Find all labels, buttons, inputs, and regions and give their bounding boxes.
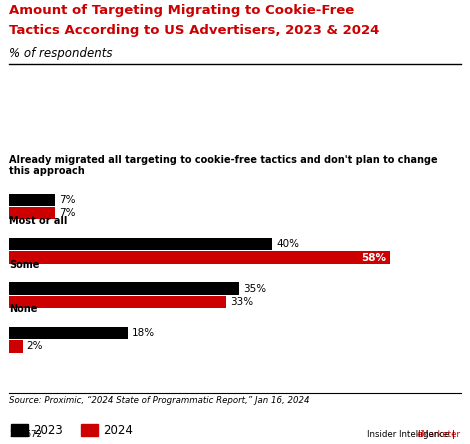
Text: Source: Proximic, “2024 State of Programmatic Report,” Jan 16, 2024: Source: Proximic, “2024 State of Program…	[9, 396, 310, 405]
Text: 40%: 40%	[276, 239, 299, 249]
Text: Some: Some	[9, 260, 40, 270]
Bar	[9, 296, 226, 308]
Text: Amount of Targeting Migrating to Cookie-Free: Amount of Targeting Migrating to Cookie-…	[9, 4, 355, 17]
Text: 2%: 2%	[26, 341, 43, 351]
Text: % of respondents: % of respondents	[9, 47, 113, 59]
Text: 18%: 18%	[132, 328, 155, 338]
Text: eMarketer: eMarketer	[416, 430, 461, 439]
Text: Tactics According to US Advertisers, 2023 & 2024: Tactics According to US Advertisers, 202…	[9, 24, 380, 37]
Text: 7%: 7%	[59, 195, 76, 205]
Text: 35%: 35%	[243, 284, 266, 293]
Bar	[9, 340, 23, 353]
Bar	[9, 282, 239, 295]
Text: 58%: 58%	[361, 253, 386, 262]
Text: Insider Intelligence |: Insider Intelligence |	[367, 430, 457, 439]
Text: 7%: 7%	[59, 208, 76, 218]
Text: 284672: 284672	[9, 430, 42, 439]
Bar	[9, 251, 390, 264]
Legend: 2023, 2024: 2023, 2024	[11, 424, 133, 437]
Bar	[9, 194, 55, 206]
Bar	[9, 207, 55, 219]
Text: Most or all: Most or all	[9, 215, 68, 226]
Bar	[9, 238, 272, 250]
Text: Already migrated all targeting to cookie-free tactics and don't plan to change
t: Already migrated all targeting to cookie…	[9, 155, 438, 176]
Text: 33%: 33%	[230, 297, 253, 307]
Text: None: None	[9, 304, 38, 314]
Bar	[9, 327, 127, 339]
